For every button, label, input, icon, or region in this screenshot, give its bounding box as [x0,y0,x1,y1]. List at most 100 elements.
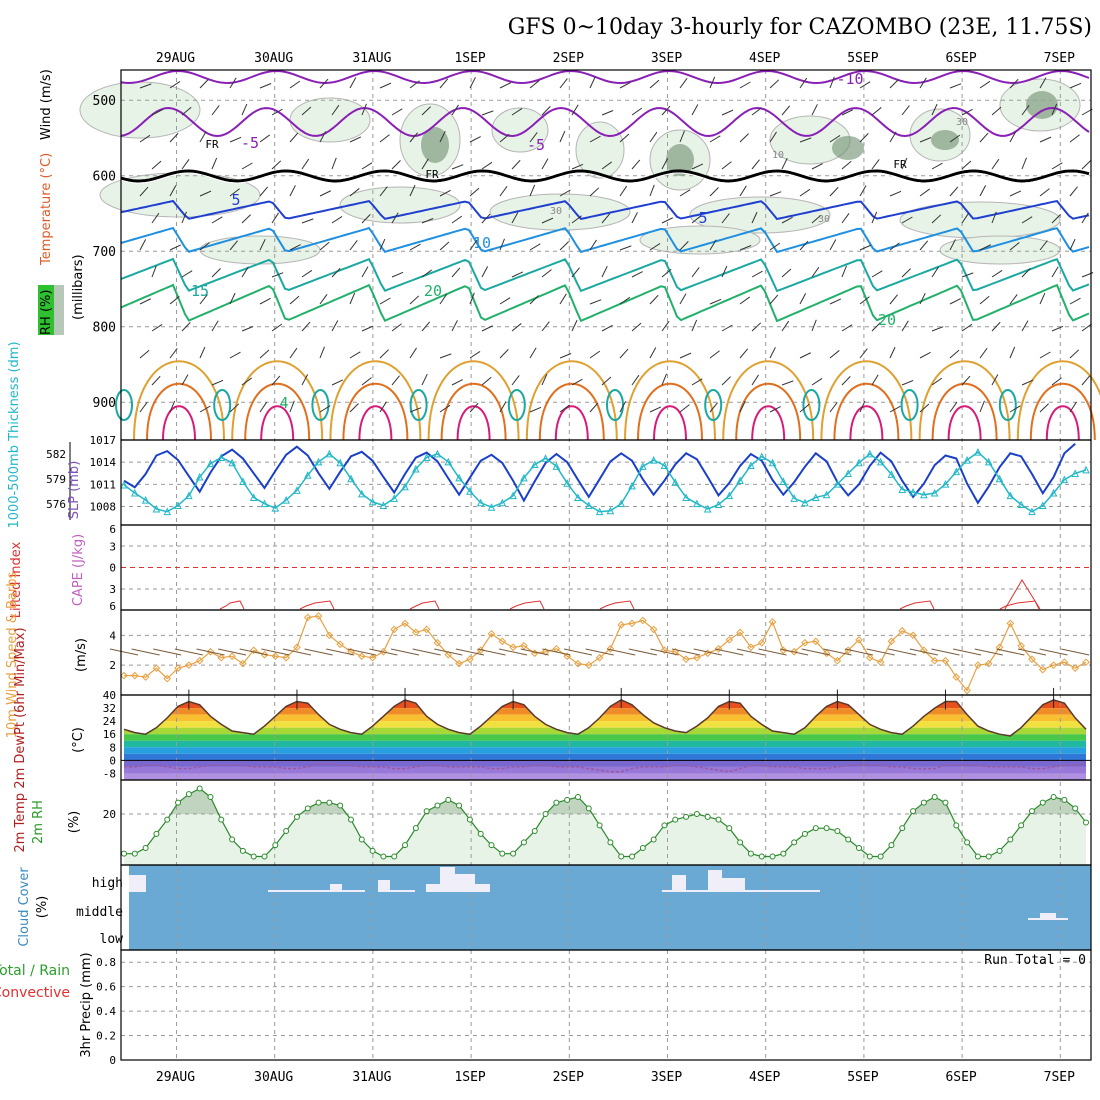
wind-barb [349,403,359,413]
rh2m-point [1072,805,1079,812]
wind-speed-point [336,640,344,649]
wind-barb [829,239,837,251]
wind-speed-point [368,653,377,662]
rh2m-point [272,842,279,849]
wind-barb [1069,349,1080,359]
thickness-tick-label: 582 [46,448,66,461]
wind-barb [451,164,464,170]
isotherm-5 [120,199,1090,221]
wind-barb [859,400,866,413]
wind-speed-point [271,652,280,661]
wind-barb [949,83,962,89]
wind-barb [289,400,295,413]
wind-barb [241,326,254,332]
wind-speed-point [779,646,788,655]
wind-barb [589,299,602,305]
date-label-bottom: 29AUG [156,1070,195,1085]
wind-speed-point [433,638,442,647]
wind-barb [841,212,850,224]
rh2m-point [423,808,430,815]
wind-barb [499,401,507,413]
thickness-point [747,461,755,469]
lifted-index-line [1004,579,1041,610]
rh2m-point [250,853,257,860]
wind-barb [361,162,373,170]
low-level-isotherm-loop [213,389,232,421]
wind-barb [541,373,548,386]
wind-barb [589,402,599,413]
freezing-level-line [120,169,1090,183]
wind-speed-point [584,661,593,669]
wind-speed-point [1060,658,1069,667]
temp-band [124,753,1086,761]
thickness-point [347,474,355,483]
wind-barb [949,401,958,413]
wind-barb [169,348,178,359]
boundary-layer-isotherm [820,360,913,441]
thickness-point [455,473,463,482]
surface-wind-barb [1061,648,1090,656]
wind-barb [991,211,997,224]
wind-speed-point [952,673,961,681]
wind-barb [799,137,812,143]
wind-speed-point [466,655,474,664]
wind-barb [901,157,908,170]
wind-barb [799,293,807,305]
rh2m-point [445,796,452,803]
wind-speed-point [1028,655,1036,664]
wind-barb [529,132,538,143]
wind-barb [211,320,219,332]
panel-frame-slp [120,439,1092,526]
high-cloud-bar [722,878,745,892]
thickness-point [163,507,172,516]
wind-barb [649,184,655,197]
wind-barb [259,83,272,89]
surface-wind-barb [239,648,268,656]
date-label-bottom: 4SEP [749,1070,780,1085]
wind-barb [871,322,881,332]
surface-wind-barb [304,648,333,656]
wind-barb [361,214,371,224]
thickness-point [282,495,290,504]
wind-barb [181,106,192,116]
date-label-top: 5SEP [847,51,878,66]
wind-barb [709,187,719,197]
wind-speed-point [617,621,626,629]
wind-barb [349,292,356,305]
rh2m-point [888,842,895,849]
thickness-point [174,501,182,509]
wind-barb [139,239,147,251]
thickness-point [185,491,193,500]
wind-barb [619,185,628,197]
wind-barb [559,404,571,413]
boundary-layer-isotherm [231,360,324,441]
temp-tick-label: 0 [109,754,116,767]
rh2m-point [196,785,203,792]
wind-speed-point [1038,665,1047,674]
thickness-point [833,479,842,488]
high-cloud-bar [378,880,390,892]
rh2m-point [715,816,722,823]
wind-barb [691,319,698,332]
surface-wind-barb [434,648,463,656]
thickness-point [714,500,723,509]
wind-barb [529,184,536,197]
rh2m-point [520,839,527,846]
wind-barb [181,322,191,332]
thickness-point [963,455,971,464]
high-cloud-bar [662,890,672,892]
wind-barb [409,80,420,89]
thickness-point [249,493,258,501]
wind-barb [889,405,901,413]
rh2m-point [672,816,679,823]
wind-tick-label: 2 [109,659,116,672]
rh2m-point [315,799,322,806]
wind-barb [889,242,900,251]
wind-speed-point [768,618,777,626]
wind-barb [979,244,992,251]
thickness-point [487,503,496,511]
wind-barb [1009,78,1019,89]
wind-barb [841,160,852,170]
wind-barb [499,82,512,89]
